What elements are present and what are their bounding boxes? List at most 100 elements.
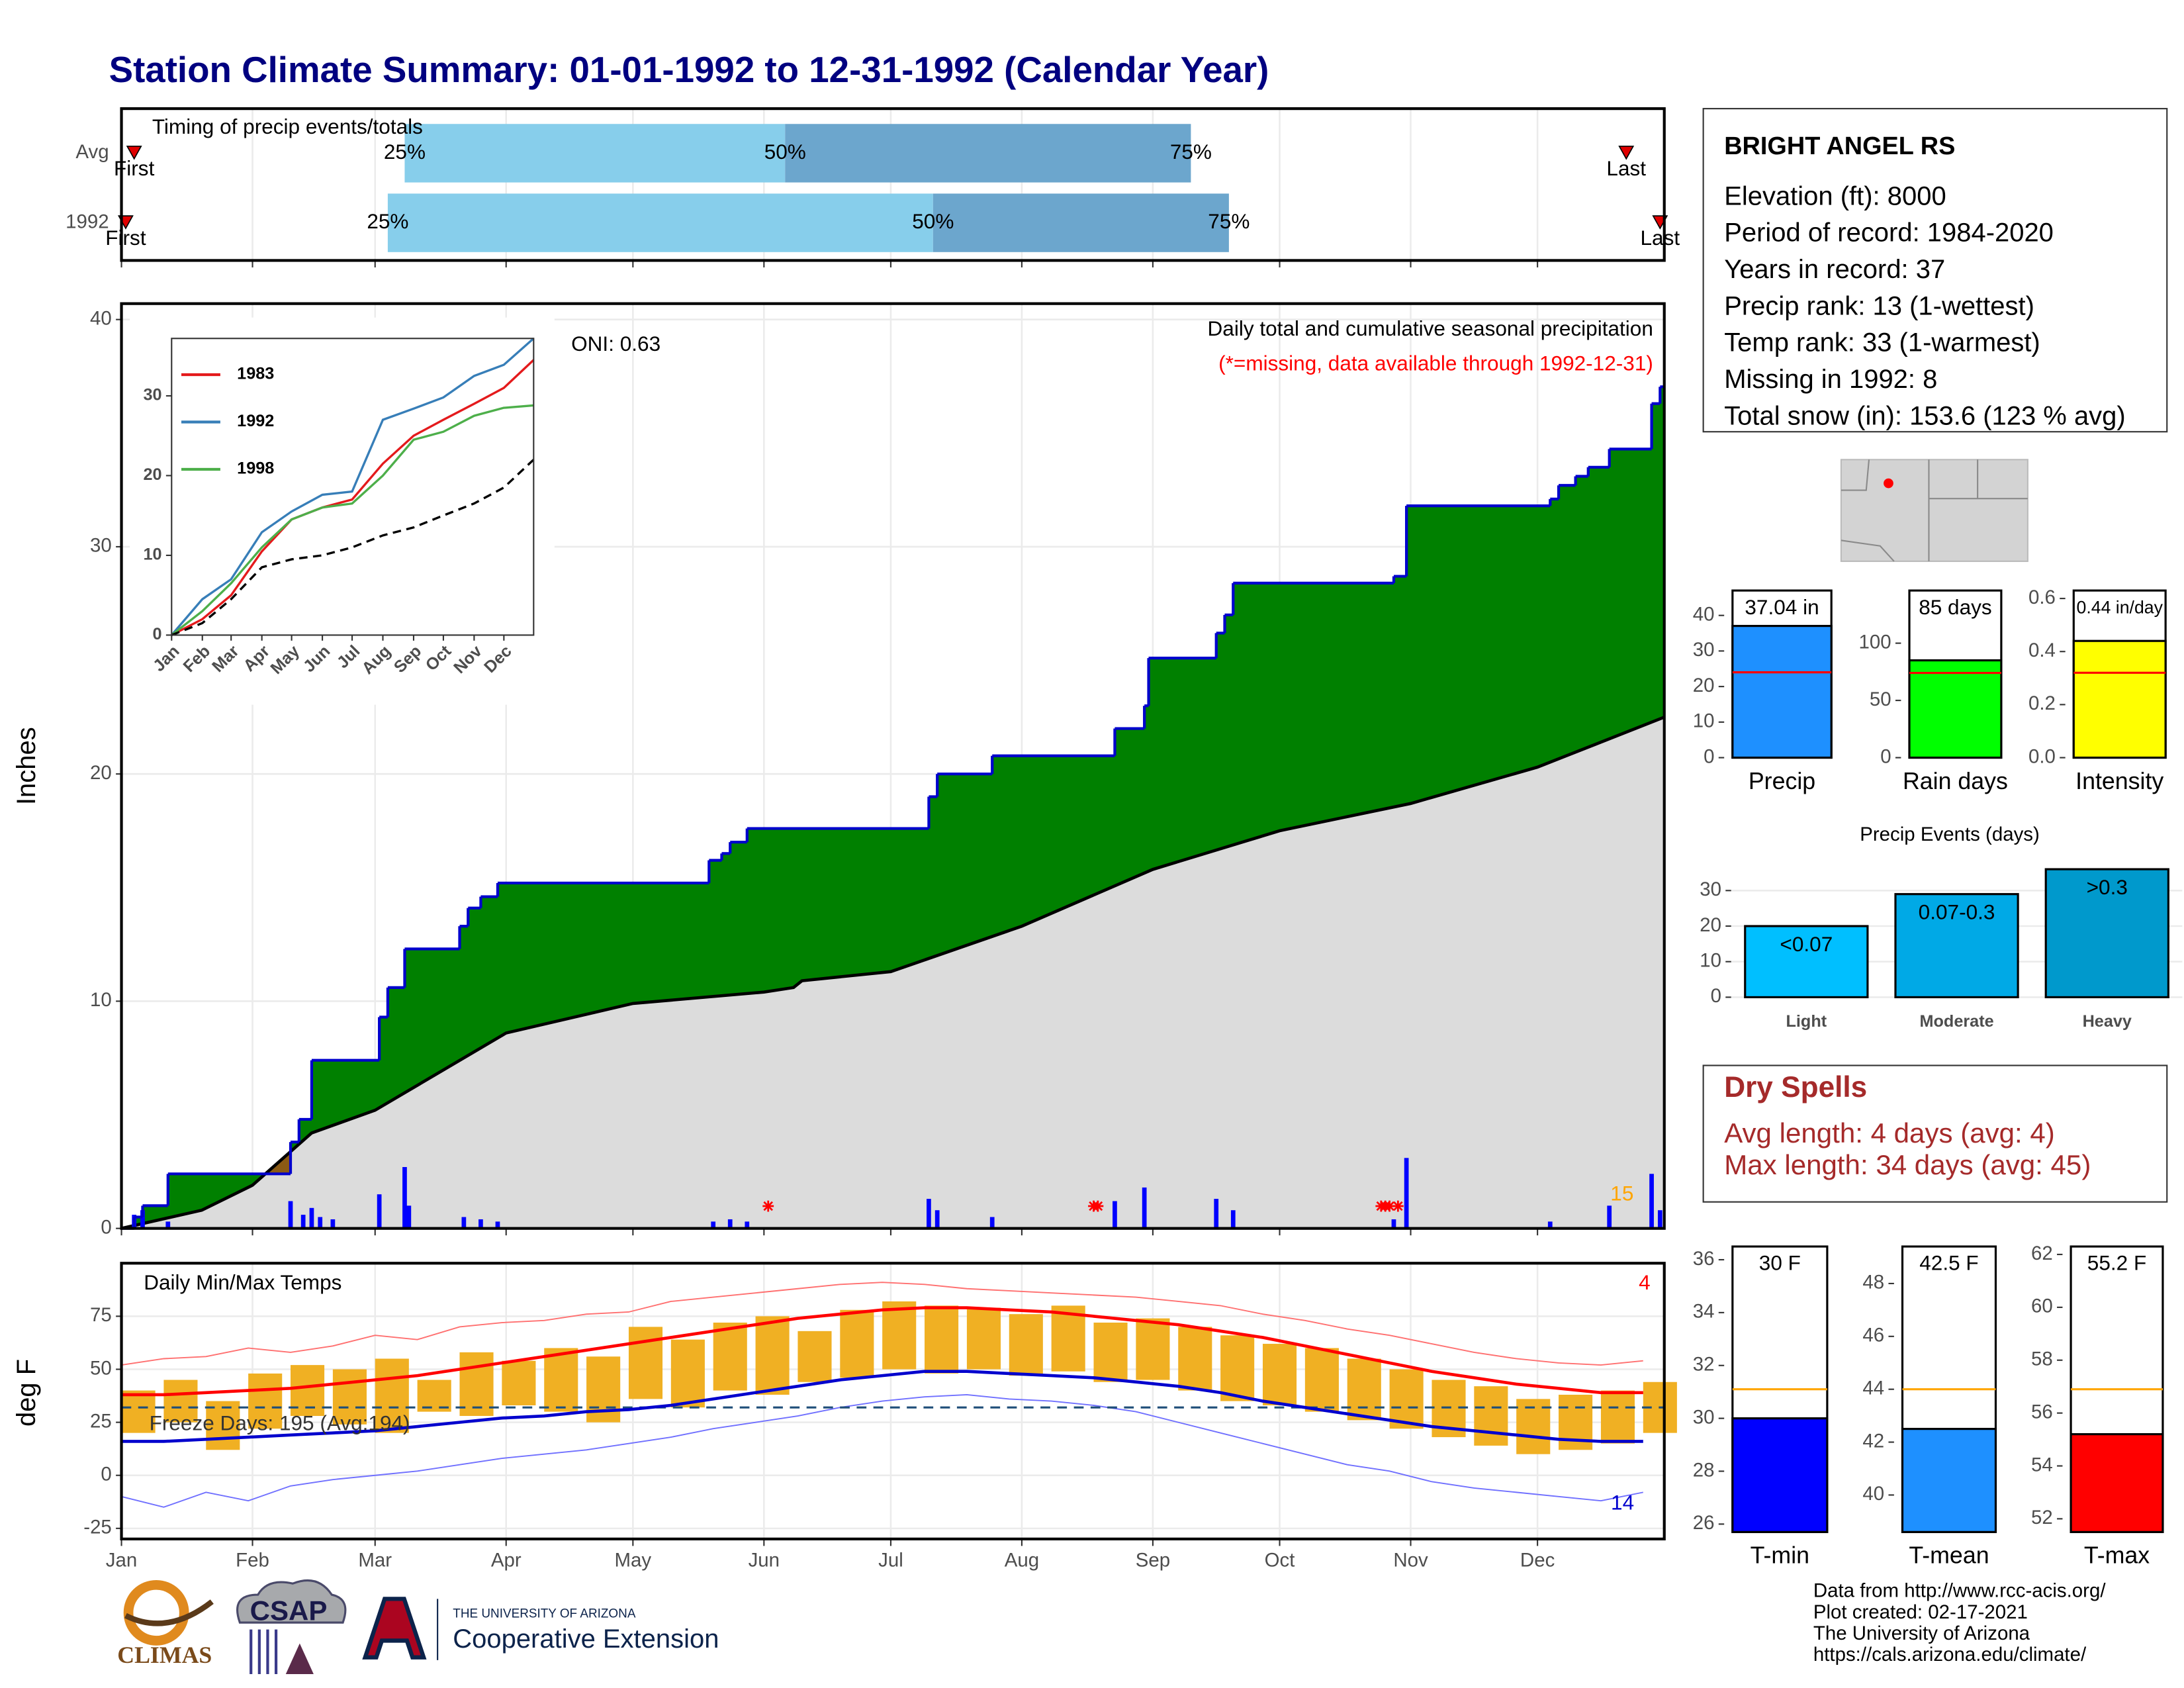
marker-label: Last [1606,156,1646,180]
legend-label: 1992 [237,412,274,430]
csap-bars [250,1629,278,1674]
y-tick-label: 20 [143,465,161,484]
bar [2044,868,2169,999]
daily-precip-bar [1649,1174,1654,1229]
oni-label: ONI: 0.63 [571,332,660,355]
timing-frame [120,107,1666,262]
row-label: 1992 [66,211,109,232]
temp-range-bar [1136,1318,1170,1380]
dry-spell-line: Avg length: 4 days (avg: 4) [1724,1117,2055,1149]
csap-mountain [285,1643,314,1674]
above-normal-area [134,1173,267,1226]
arizona-a [362,1597,427,1660]
avg-max-line [121,1306,1643,1397]
temp-range-bar [1220,1335,1255,1401]
daily-precip-bar [745,1221,750,1229]
station-panel [1702,108,2168,433]
temp-range-bar [332,1369,367,1425]
value-label: 55.2 F [2087,1251,2146,1275]
daily-precip-bar [1214,1199,1219,1229]
climas-sun [123,1579,189,1646]
temp-range-bar [1304,1348,1339,1412]
y-tick-label: 40 [1862,1483,1884,1505]
temp-range-bar [1051,1305,1085,1372]
y-tick-label: 20 [90,762,112,784]
dry-spells-title: Dry Spells [1724,1071,1867,1103]
y-tick-label: 50 [1870,688,1891,710]
y-tick-label: 32 [1693,1354,1715,1376]
temp-range-bar [1474,1386,1508,1446]
temp-range-bar [755,1316,790,1395]
temp-range-bar [248,1373,283,1429]
x-tick-label: Jan [106,1549,137,1571]
season-line [171,359,535,636]
station-line: Elevation (ft): 8000 [1724,181,1946,211]
page-title: Station Climate Summary: 01-01-1992 to 1… [109,49,1269,90]
y-tick-label: 40 [1693,603,1715,625]
quartile-bar [387,193,933,252]
y-tick-label: 40 [90,307,112,329]
y-tick-label: 54 [2031,1454,2053,1476]
quartile-bar [404,124,786,183]
inset-frame [171,338,535,636]
missing-note: (*=missing, data available through 1992-… [1218,352,1653,375]
daily-precip-bar [478,1219,483,1229]
y-tick-label: 0 [1880,745,1891,767]
daily-precip-bar [1404,1158,1409,1229]
temp-range-bar [628,1327,663,1399]
y-tick-label: 30 [90,535,112,557]
daily-precip-bar [165,1221,171,1229]
footer: Data from http://www.rcc-acis.org/Plot c… [1813,1580,2106,1666]
temp-range-bar [1600,1390,1635,1444]
category-label: Moderate [1919,1012,1993,1031]
y-tick-label: 0.6 [2028,586,2056,608]
marker-label: 25% [384,140,426,164]
y-axis-title: deg F [12,1359,41,1427]
season-line [171,459,535,636]
plot-frame [120,1262,1666,1540]
bar [1731,1417,1829,1533]
y-tick-label: 36 [1693,1248,1715,1270]
x-tick-label: Jul [878,1549,903,1571]
map-borders [1841,459,2028,562]
daily-precip-bar [1230,1210,1236,1229]
daily-precip-bar [927,1199,931,1229]
logos: CLIMAS CSAP THE UNIVERSITY OF ARIZONA Co… [117,1579,719,1674]
temp-range-bar [1009,1314,1043,1376]
description: Daily total and cumulative seasonal prec… [1208,316,1653,340]
daily-precip-bar [377,1194,382,1229]
y-tick-label: 0 [101,1464,111,1485]
station-line: Temp rank: 33 (1-warmest) [1724,328,2040,357]
category-label: Heavy [2083,1012,2132,1031]
x-tick-label: Oct [1265,1549,1295,1571]
daily-precip-bar [461,1217,467,1229]
dry-spells-panel [1702,1064,2168,1203]
y-axis-title: Inches [12,727,41,805]
daily-precip-bar [406,1205,412,1229]
station-name: BRIGHT ANGEL RS [1724,132,1955,160]
temp-range-bar [1093,1323,1128,1382]
daily-precip-bar [330,1219,336,1229]
daily-precip-bar [711,1221,716,1229]
temp-range-bar [882,1301,917,1370]
station-line: Precip rank: 13 (1-wettest) [1724,291,2034,320]
marker-label: 50% [912,209,954,233]
daily-precip-bar [1657,1210,1662,1229]
record-min-line [121,1394,1643,1508]
x-tick-label: Dec [1520,1549,1555,1571]
y-tick-label: 56 [2031,1401,2053,1423]
y-tick-label: 48 [1862,1272,1884,1293]
temp-range-bar [713,1323,747,1391]
record-max-line [121,1282,1643,1366]
freeze-text: Freeze Days: 195 (Avg:194) [150,1411,410,1435]
daily-precip-bar [1391,1219,1396,1229]
x-tick-label: Aug [1005,1549,1039,1571]
category-label: T-mean [1909,1542,1989,1569]
avg-min-line [121,1370,1643,1443]
y-tick-label: 52 [2031,1507,2053,1528]
map-area [1840,459,2028,562]
locator-map [1840,459,2028,562]
extension-name: Cooperative Extension [453,1624,719,1654]
station-line: Total snow (in): 153.6 (123 % avg) [1724,401,2126,430]
